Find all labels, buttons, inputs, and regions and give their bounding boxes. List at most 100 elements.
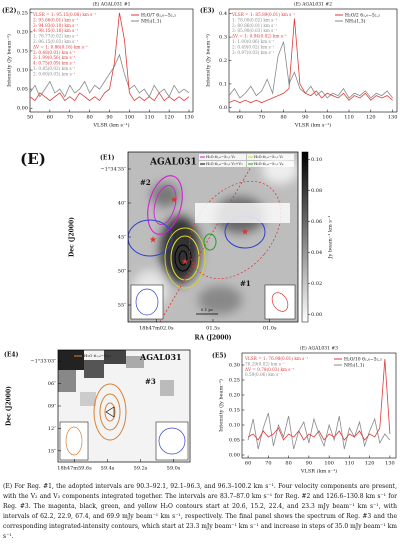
y-axis-label: Intensity (Jy beam⁻¹)	[6, 34, 13, 87]
y-tick-label: 55″	[118, 303, 126, 309]
legend-entry: H₂O/10 6₁,₆−5₂,₃	[344, 357, 382, 363]
x-tick-label: 70	[67, 115, 73, 121]
y-tick-label: 0.20	[229, 393, 240, 399]
svg-text:★: ★	[170, 196, 178, 206]
y-tick-label: 0.4	[219, 11, 227, 17]
region-label: #2	[140, 178, 151, 187]
annotation: ΔV = 1: 0.94(0.02) km s⁻¹	[232, 34, 287, 39]
legend-box	[199, 154, 246, 160]
annotation: ΔV = 0.78(0.03) km s⁻¹	[245, 367, 295, 372]
legend-entry: H₂O 6₁,₆−5₂,₃ V₂+V₃	[206, 162, 243, 166]
x-axis-label: RA (J2000)	[195, 335, 232, 342]
caption: (E) For Reg. #1, the adopted intervals a…	[3, 483, 397, 540]
y-tick-label: 12″	[48, 426, 56, 432]
x-tick-label: 60	[245, 461, 251, 467]
legend-entry: H₂O/7 6₁,₆−5₂,₃	[141, 13, 176, 19]
x-axis-label: VLSR (km s⁻¹)	[294, 122, 331, 129]
annotation: 2: 93.66(0.01) km s⁻¹	[33, 17, 79, 22]
y-tick-label: 0.10	[17, 68, 28, 74]
x-tick-label: 80	[285, 461, 291, 467]
map-image: ★ ★ ★ ★	[128, 152, 298, 322]
x-tick-label: 120	[365, 461, 375, 467]
x-tick-label: 70	[259, 115, 265, 121]
y-tick-label: 40″	[118, 201, 126, 207]
region-label: #3	[145, 377, 156, 386]
spectrum-line	[229, 18, 393, 104]
x-tick-label: 130	[184, 115, 194, 121]
x-tick-label: 90	[106, 115, 112, 121]
y-tick-label: 50″	[118, 269, 126, 275]
x-tick-label: 01.5s	[206, 326, 220, 332]
colorbar-tick-label: 0.06	[311, 219, 322, 225]
y-tick-label: 0.1	[219, 81, 227, 87]
colorbar-tick-label: 0.02	[311, 281, 322, 287]
panel-label: (E1)	[100, 155, 115, 162]
x-tick-label: 100	[324, 461, 334, 467]
plot-frame	[29, 8, 194, 113]
x-tick-label: 90	[302, 115, 308, 121]
annotation: 2: 80.86(0.01) km s⁻¹	[232, 23, 278, 28]
annotation: 3: 1.99(0.56) km s⁻¹	[33, 55, 76, 60]
svg-text:★: ★	[149, 236, 157, 246]
x-axis-label: VLSR (km s⁻¹)	[300, 468, 337, 475]
y-tick-label: 0.3	[219, 35, 227, 41]
y-tick-label: 15″	[48, 448, 56, 454]
y-tick-label: 0.10	[229, 423, 240, 429]
y-tick-label: −1°33′03″	[30, 359, 56, 365]
panel-label: (E4)	[4, 352, 19, 359]
spectrum-line	[30, 12, 190, 102]
y-axis-label: Intensity (Jy beam⁻¹)	[205, 34, 212, 87]
y-tick-label: 06″	[48, 381, 56, 387]
annotation: 76.29(0.02) km s⁻¹	[245, 361, 285, 366]
scale-bar-label: 0.1 pc	[201, 307, 214, 312]
x-tick-label: 130	[385, 461, 395, 467]
colorbar-tick-label: 0.04	[311, 250, 322, 256]
x-tick-label: 59.2s	[134, 466, 148, 472]
y-tick-label: 0.2	[219, 58, 227, 64]
x-tick-label: 70	[265, 461, 271, 467]
legend-entry: H₂O 6₁,₆−5₂,₃ V₁	[206, 155, 236, 159]
annotation: 2: 96.15(0.03) km s⁻¹	[33, 39, 79, 44]
x-tick-label: 60	[47, 115, 53, 121]
legend-entry: H₂O 6₁,₆−5₂,₃ V₁	[254, 155, 284, 159]
x-tick-label: 59.4s	[101, 466, 115, 472]
spectrum-line	[247, 358, 391, 441]
legend-entry: H₂O 6₁,₆−5₂,₃	[84, 353, 111, 358]
annotation: 1: 0.85(0.02) km s⁻¹	[33, 66, 76, 71]
legend-box	[247, 161, 294, 167]
x-axis-label: VLSR (km s⁻¹)	[92, 122, 129, 129]
x-tick-label: 18h47m59.6s	[57, 466, 92, 472]
chart-title: (E) AGAL031 #1	[93, 1, 131, 8]
x-tick-label: 80	[280, 115, 286, 121]
panel-label: (E2)	[2, 8, 17, 15]
x-tick-label: 18h47m02.0s	[139, 326, 174, 332]
legend-box	[199, 161, 246, 167]
spectrum-line	[229, 41, 393, 99]
y-tick-label: 0.25	[17, 10, 28, 16]
region-label: #1	[240, 279, 251, 288]
colorbar-tick-label: 0.10	[311, 157, 322, 163]
panel-label: (E5)	[212, 353, 227, 360]
annotation: 1: 78.00(0.02) km s⁻¹	[232, 17, 278, 22]
x-tick-label: 100	[322, 115, 332, 121]
annotation: 1: 76.77(0.02) km s⁻¹	[33, 34, 79, 39]
plot-frame	[241, 352, 397, 459]
annotation: VLSR = 1: 76.98(0.01) km s⁻¹	[244, 356, 309, 361]
x-tick-label: 100	[125, 115, 135, 121]
x-tick-label: 80	[86, 115, 92, 121]
x-tick-label: 110	[345, 461, 355, 467]
panel-label: (E3)	[200, 8, 215, 15]
chart-title: (E) AGAL031 #3	[300, 345, 338, 352]
y-tick-label: 0.15	[17, 48, 28, 54]
annotation: ΔV = 1: 0.86(0.16) km s⁻¹	[33, 44, 88, 49]
annotation: 4: 98.15(0.16) km s⁻¹	[33, 28, 79, 33]
svg-text:★: ★	[181, 258, 189, 268]
annotation: 0.59(0.06) km s⁻¹	[245, 372, 282, 377]
y-axis-label: Dec (J2000)	[6, 386, 13, 426]
map-source: AGAL031	[139, 352, 182, 362]
annotation: VLSR = 1: 85.89(0.01) km s⁻¹	[231, 12, 296, 17]
y-tick-label: 0.15	[229, 408, 240, 414]
annotation: 2: 0.60(0.03) km s⁻¹	[33, 71, 76, 76]
legend-entry: NH₃(1,1)	[141, 18, 162, 25]
y-tick-label: 45″	[118, 235, 126, 241]
